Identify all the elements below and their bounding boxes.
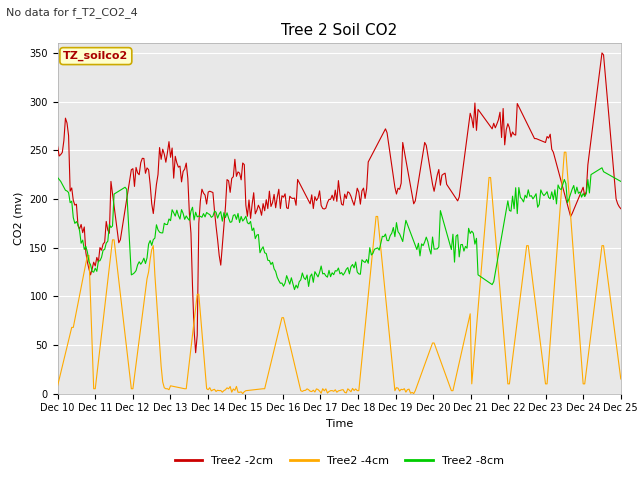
X-axis label: Time: Time: [326, 419, 353, 429]
Text: No data for f_T2_CO2_4: No data for f_T2_CO2_4: [6, 7, 138, 18]
Y-axis label: CO2 (mv): CO2 (mv): [13, 192, 24, 245]
Text: TZ_soilco2: TZ_soilco2: [63, 51, 129, 61]
Legend: Tree2 -2cm, Tree2 -4cm, Tree2 -8cm: Tree2 -2cm, Tree2 -4cm, Tree2 -8cm: [170, 452, 508, 470]
Title: Tree 2 Soil CO2: Tree 2 Soil CO2: [281, 23, 397, 38]
